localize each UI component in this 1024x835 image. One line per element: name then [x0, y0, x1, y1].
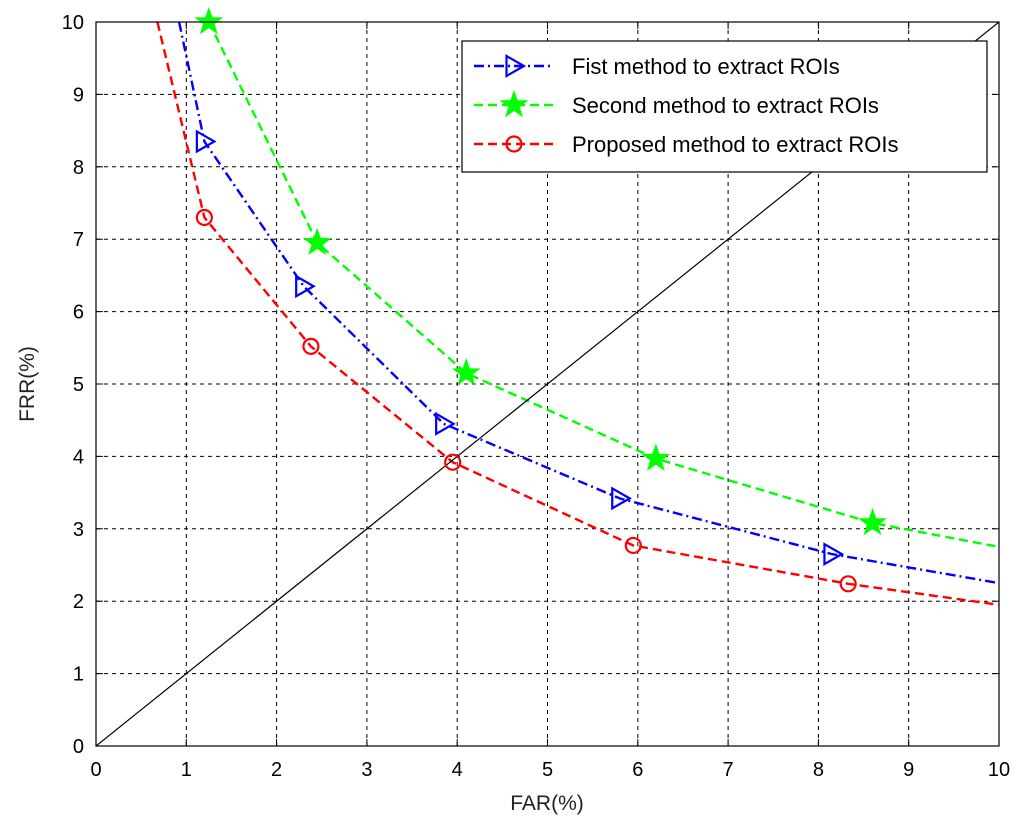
- y-tick-label: 10: [62, 12, 84, 34]
- series-0-point: [295, 274, 316, 299]
- y-tick-label: 7: [73, 229, 84, 251]
- legend-label: Fist method to extract ROIs: [572, 54, 840, 79]
- x-tick-label: 5: [542, 759, 553, 781]
- series-0-point: [611, 486, 632, 511]
- series-0-point: [823, 542, 845, 567]
- series-line-1: [207, 22, 999, 549]
- series-1-point: [302, 227, 332, 256]
- x-tick-label: 0: [90, 759, 101, 781]
- y-tick-label: 2: [73, 591, 84, 613]
- series-2-point: [444, 453, 462, 471]
- legend-box: [461, 40, 988, 173]
- x-tick-label: 6: [632, 759, 643, 781]
- y-tick-label: 8: [73, 157, 84, 179]
- series-2-point: [624, 536, 642, 555]
- x-tick-label: 3: [361, 759, 372, 781]
- x-axis-label: FAR(%): [510, 792, 584, 815]
- legend-label: Second method to extract ROIs: [572, 93, 879, 118]
- x-tick-label: 1: [181, 759, 192, 781]
- series-1-point: [641, 443, 671, 471]
- legend: Fist method to extract ROIs Second method…: [461, 40, 988, 173]
- x-tick-label: 7: [723, 759, 734, 781]
- x-tick-label: 10: [988, 759, 1010, 781]
- series-2-point: [839, 575, 857, 593]
- series-line-2: [156, 22, 999, 606]
- series-2-point: [302, 337, 320, 355]
- x-tick-label: 8: [813, 759, 824, 781]
- x-tick-label: 9: [903, 759, 914, 781]
- series-1-point: [194, 6, 224, 35]
- series-1-point: [451, 357, 481, 386]
- series-line-0: [177, 22, 999, 585]
- series-2-point: [195, 208, 213, 227]
- series-0-point: [435, 411, 456, 436]
- ticks: 0 1 2 3 4 5 6 7 8 9 10 0 1 2 3 4 5 6 7 8 9 10: [62, 12, 1010, 781]
- legend-marker: [505, 54, 527, 78]
- y-tick-label: 3: [73, 519, 84, 541]
- y-tick-label: 9: [73, 84, 84, 106]
- legend-marker: [505, 135, 523, 153]
- y-axis-label: FRR(%): [16, 346, 39, 422]
- y-tick-label: 4: [73, 446, 84, 468]
- marker-layer: [194, 6, 887, 593]
- y-tick-label: 5: [73, 374, 84, 396]
- y-tick-label: 0: [73, 736, 84, 758]
- y-tick-label: 1: [73, 664, 84, 686]
- series-0-point: [195, 129, 217, 154]
- legend-marker: [499, 89, 529, 118]
- legend-label: Proposed method to extract ROIs: [572, 132, 899, 157]
- series-1-point: [858, 507, 887, 536]
- x-tick-label: 2: [271, 759, 282, 781]
- x-tick-label: 4: [452, 759, 463, 781]
- y-tick-label: 6: [73, 302, 84, 324]
